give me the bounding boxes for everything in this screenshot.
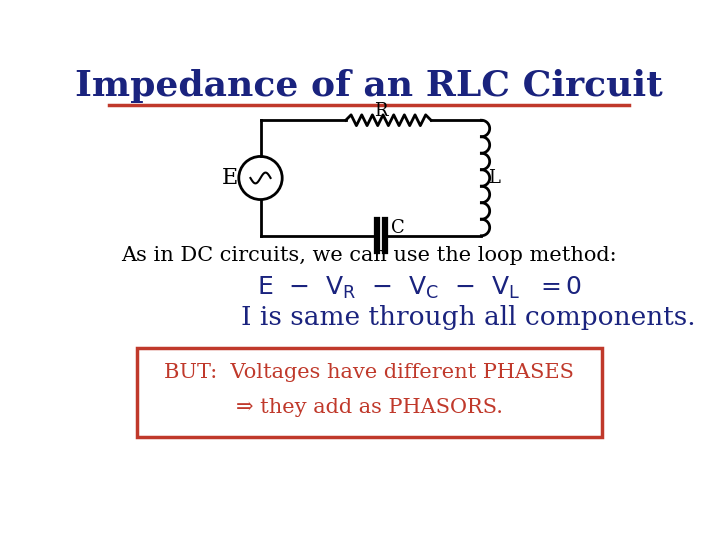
Text: I is same through all components.: I is same through all components. (241, 305, 696, 330)
Text: C: C (391, 219, 405, 237)
FancyBboxPatch shape (137, 348, 601, 437)
Text: L: L (488, 169, 500, 187)
Text: E: E (221, 167, 238, 189)
Text: Impedance of an RLC Circuit: Impedance of an RLC Circuit (75, 69, 663, 103)
Text: ⇒ they add as PHASORS.: ⇒ they add as PHASORS. (235, 398, 503, 417)
Text: BUT:  Voltages have different PHASES: BUT: Voltages have different PHASES (164, 363, 574, 382)
Text: $\mathrm{E}$  $-$  $\mathrm{V}_\mathrm{R}$  $-$  $\mathrm{V}_\mathrm{C}$  $-$  $: $\mathrm{E}$ $-$ $\mathrm{V}_\mathrm{R}$… (256, 275, 582, 301)
Text: As in DC circuits, we can use the loop method:: As in DC circuits, we can use the loop m… (121, 246, 617, 265)
Text: R: R (374, 102, 387, 120)
